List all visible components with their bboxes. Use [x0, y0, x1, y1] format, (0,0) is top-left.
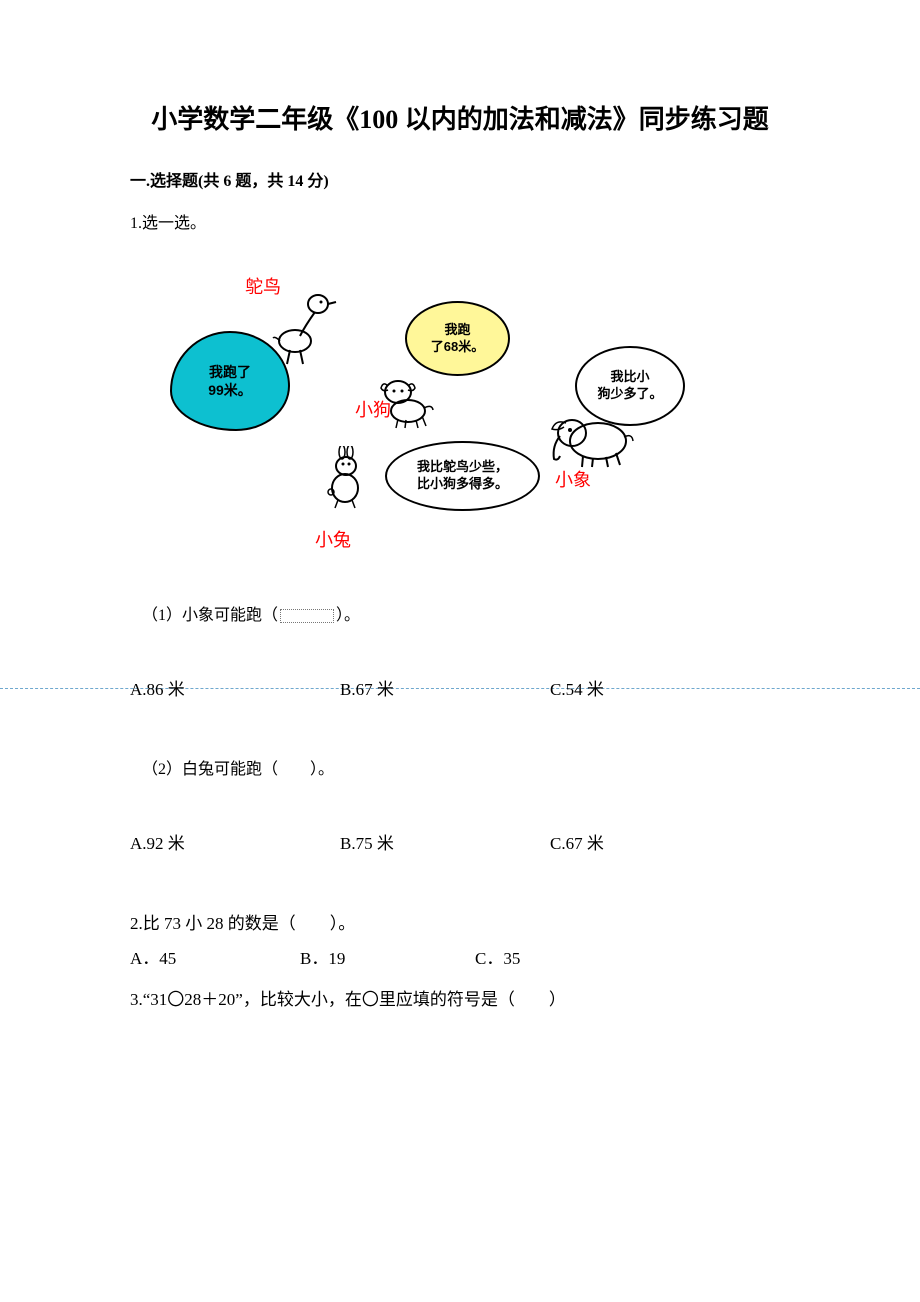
q2-choice-c: C．35: [475, 944, 645, 969]
q1-sub2-choice-a: A.92 米: [130, 829, 340, 854]
q1-sub1-choice-b: B.67 米: [340, 675, 550, 700]
q3-text: 3.“31〇28＋20”，比较大小，在〇里应填的符号是（ ）: [130, 985, 790, 1010]
dog-bubble-text: 我跑 了68米。: [431, 322, 484, 356]
rabbit-icon: [320, 446, 370, 511]
q1-sub2-choice-b: B.75 米: [340, 829, 550, 854]
q1-illustration: 鸵鸟 我跑了 99米。 我跑 了68米。 小狗 我比小 狗少多了。 小象: [160, 251, 720, 571]
elephant-icon: [548, 411, 638, 471]
q1-sub1-choices: A.86 米 B.67 米 C.54 米: [130, 675, 790, 700]
q2-choice-a: A．45: [130, 944, 300, 969]
elephant-bubble-text: 我比小 狗少多了。: [597, 369, 662, 403]
q1-sub1: （1）小象可能跑（ ）。: [142, 601, 790, 625]
q1-sub1-blank: [280, 609, 334, 623]
ostrich-icon: [270, 286, 340, 366]
rabbit-bubble-text: 我比鸵鸟少些， 比小狗多得多。: [417, 459, 508, 493]
q1-sub1-tail: ）。: [336, 607, 360, 624]
ostrich-bubble-text: 我跑了 99米。: [208, 363, 252, 399]
q1-sub2: （2）白兔可能跑（ ）。: [142, 755, 790, 779]
q1-sub1-choice-c: C.54 米: [550, 675, 760, 700]
q1-sub1-choice-a: A.86 米: [130, 675, 340, 700]
rabbit-label: 小兔: [315, 526, 351, 552]
section-1-heading: 一.选择题(共 6 题，共 14 分): [130, 167, 790, 191]
rabbit-bubble: 我比鸵鸟少些， 比小狗多得多。: [385, 441, 540, 511]
q1-sub2-choice-c: C.67 米: [550, 829, 760, 854]
q2-choice-b: B．19: [300, 944, 475, 969]
q1-sub2-choices: A.92 米 B.75 米 C.67 米: [130, 829, 790, 854]
dog-icon: [378, 376, 438, 431]
page-title: 小学数学二年级《100 以内的加法和减法》同步练习题: [130, 100, 790, 139]
dog-bubble: 我跑 了68米。: [405, 301, 510, 376]
q1-sub1-text: （1）小象可能跑（: [142, 607, 278, 624]
worksheet-page: 小学数学二年级《100 以内的加法和减法》同步练习题 一.选择题(共 6 题，共…: [0, 0, 920, 1080]
q2-text: 2.比 73 小 28 的数是（ ）。: [130, 909, 790, 934]
q2-choices: A．45 B．19 C．35: [130, 944, 790, 969]
q1-lead: 1.选一选。: [130, 209, 790, 233]
